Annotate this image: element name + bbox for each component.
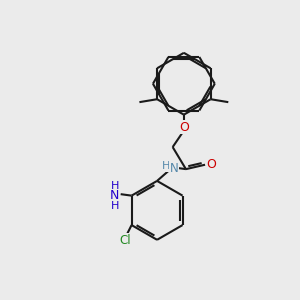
Text: N: N [110,189,119,202]
Text: O: O [207,158,217,171]
Text: H: H [111,181,119,191]
Text: O: O [179,121,189,134]
Text: H: H [111,201,119,211]
Text: Cl: Cl [119,234,131,247]
Text: N: N [170,162,178,175]
Text: H: H [162,161,170,171]
